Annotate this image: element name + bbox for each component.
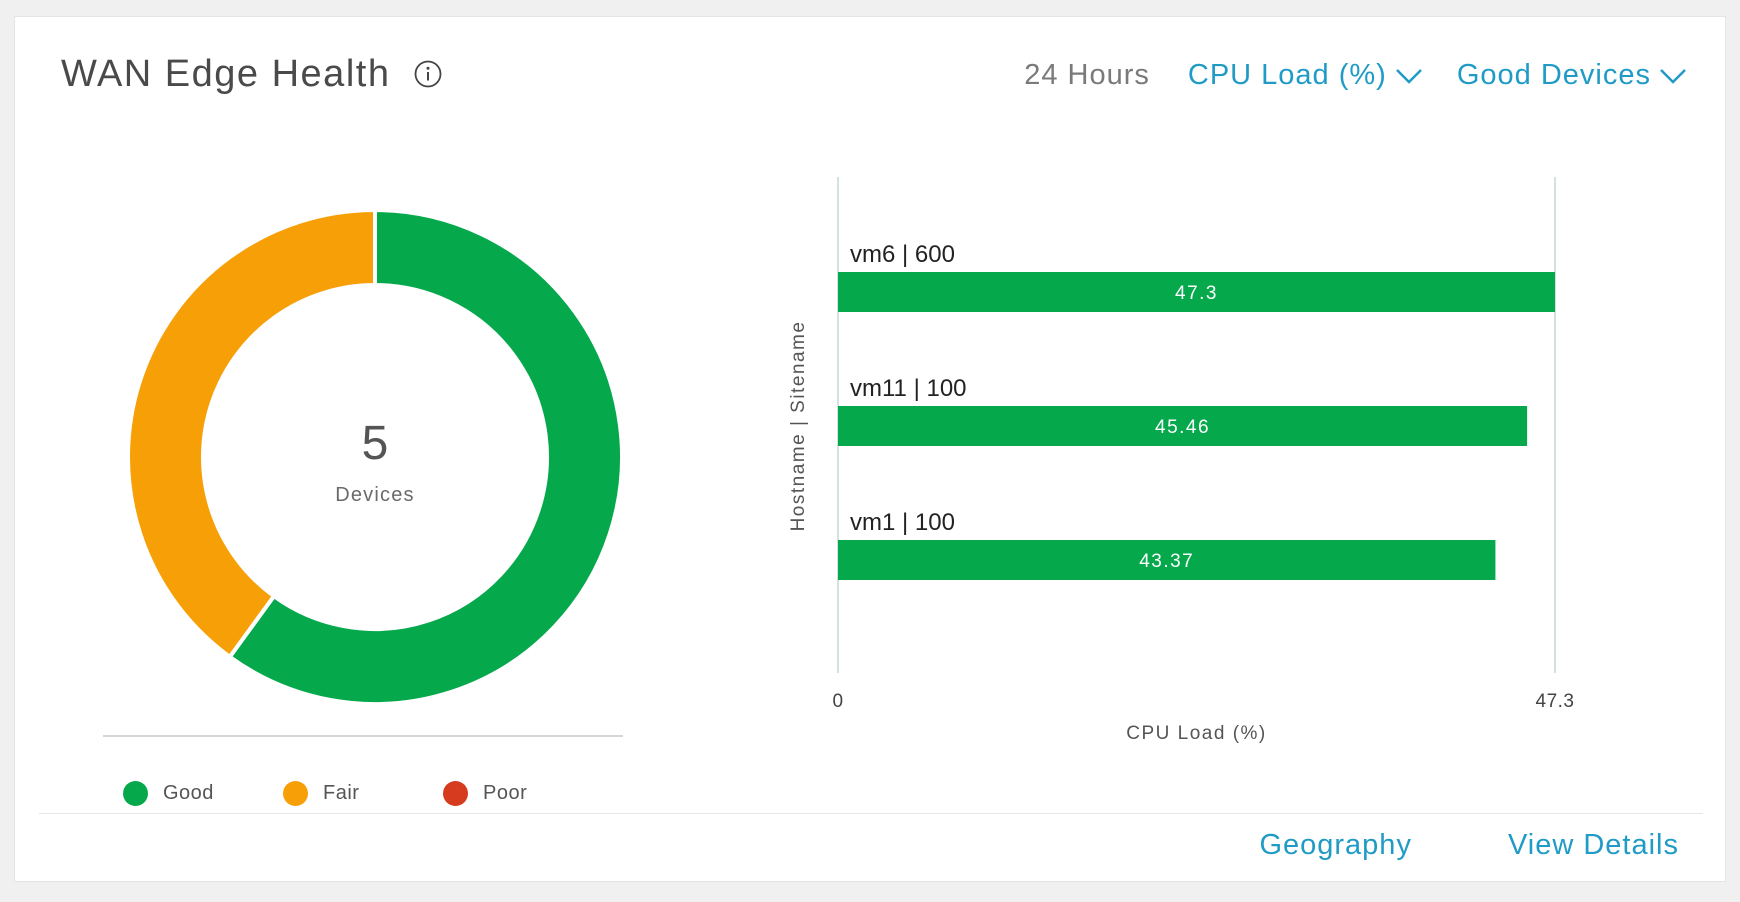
donut-chart[interactable] — [115, 197, 635, 717]
bar-category-label: vm6 | 600 — [850, 241, 955, 268]
bar[interactable] — [838, 540, 1496, 580]
metric-dropdown[interactable]: CPU Load (%) — [1188, 59, 1423, 92]
metric-dropdown-label: CPU Load (%) — [1187, 59, 1387, 91]
cpu-load-bar-chart: vm6 | 600 47.3 vm11 | 100 45.46 vm1 | 100 43.… — [788, 177, 1575, 744]
chevron-down-icon — [1395, 68, 1422, 84]
legend-item-fair[interactable]: Fair — [283, 781, 443, 806]
x-axis-title: CPU Load (%) — [1126, 723, 1267, 744]
bar[interactable] — [838, 406, 1528, 446]
legend-item-good[interactable]: Good — [123, 781, 283, 806]
legend-dot-poor — [443, 781, 468, 806]
wan-edge-health-card: WAN Edge Health 24 Hours CPU Load (%) Go… — [14, 16, 1726, 882]
chevron-down-icon — [1660, 68, 1686, 84]
x-tick-label: 47.3 — [1536, 691, 1575, 712]
donut-segment-good[interactable] — [227, 207, 624, 706]
legend-label-fair: Fair — [323, 782, 360, 804]
geography-link[interactable]: Geography — [1259, 829, 1412, 861]
bar-category-label: vm11 | 100 — [850, 375, 967, 402]
bar-value-label: 47.3 — [1175, 283, 1218, 304]
donut-segment-fair[interactable] — [126, 207, 377, 660]
bar[interactable] — [838, 272, 1555, 312]
bar-category-label: vm1 | 100 — [850, 509, 955, 536]
legend-dot-good — [123, 781, 148, 806]
card-title: WAN Edge Health — [61, 53, 391, 95]
legend-label-good: Good — [163, 782, 214, 804]
time-range-label: 24 Hours — [1024, 59, 1150, 91]
legend-dot-fair — [283, 781, 308, 806]
bar-value-label: 45.46 — [1155, 417, 1210, 438]
legend: Good Fair Poor — [123, 781, 603, 806]
footer-divider — [39, 813, 1703, 814]
y-axis-title: Hostname | Sitename — [788, 321, 809, 532]
view-details-link[interactable]: View Details — [1507, 829, 1679, 861]
device-filter-dropdown[interactable]: Good Devices — [1457, 59, 1687, 92]
legend-label-poor: Poor — [483, 782, 528, 804]
header-controls: 24 Hours CPU Load (%) Good Devices — [1024, 59, 1687, 92]
bar-value-label: 43.37 — [1139, 551, 1194, 572]
x-tick-label: 0 — [832, 691, 843, 712]
info-icon[interactable] — [411, 57, 445, 91]
legend-item-poor[interactable]: Poor — [443, 781, 603, 806]
legend-divider — [103, 735, 623, 737]
device-filter-label: Good Devices — [1456, 59, 1651, 91]
footer-links: Geography View Details — [1259, 829, 1679, 862]
